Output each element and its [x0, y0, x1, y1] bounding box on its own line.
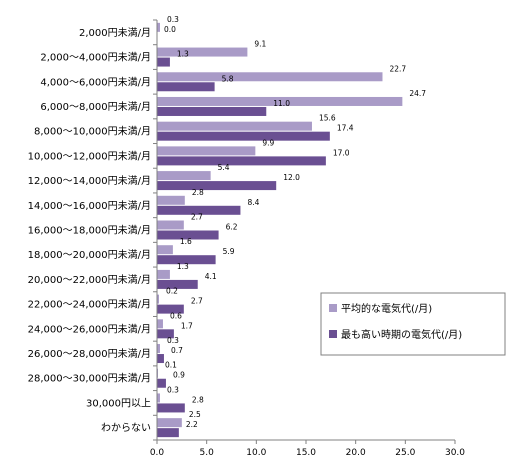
bar-peak: [157, 428, 179, 438]
bar-average: [157, 96, 403, 106]
bar-peak: [157, 304, 184, 314]
data-label-peak: 4.1: [205, 272, 217, 281]
category-label: 20,000～22,000円未満/月: [28, 274, 151, 286]
legend-box: [320, 292, 506, 356]
category-label: 28,000～30,000円未満/月: [28, 373, 151, 385]
data-label-average: 2.5: [189, 410, 201, 419]
data-label-average: 5.4: [218, 163, 230, 172]
legend-swatch-peak: [329, 330, 337, 338]
category-label: 8,000～10,000円未満/月: [34, 126, 151, 138]
data-label-peak: 5.9: [223, 247, 235, 256]
data-label-peak: 12.0: [283, 173, 300, 182]
data-label-average: 9.1: [254, 40, 266, 49]
x-tick-label: 30.0: [445, 448, 465, 458]
bar-average: [157, 22, 160, 32]
data-label-average: 0.3: [167, 15, 179, 24]
bar-peak: [157, 156, 326, 166]
data-label-peak: 5.8: [222, 74, 234, 83]
category-label: 22,000～24,000円未満/月: [28, 299, 151, 311]
bar-peak: [157, 57, 170, 67]
bar-average: [157, 294, 159, 304]
category-label: 14,000～16,000円未満/月: [28, 200, 151, 212]
data-label-average: 0.1: [165, 361, 177, 370]
data-label-peak: 0.9: [173, 371, 185, 380]
data-label-average: 0.3: [167, 336, 179, 345]
data-label-average: 0.2: [166, 287, 178, 296]
bar-peak: [157, 82, 215, 92]
data-label-peak: 2.7: [191, 297, 203, 306]
bar-peak: [157, 354, 164, 364]
category-label: 30,000円以上: [86, 397, 151, 409]
bar-peak: [157, 255, 216, 265]
bar-average: [157, 220, 184, 230]
category-label: 26,000～28,000円未満/月: [28, 348, 151, 360]
bar-peak: [157, 378, 166, 388]
bar-average: [157, 245, 173, 255]
data-label-peak: 17.4: [337, 124, 354, 133]
bar-peak: [157, 329, 174, 339]
x-tick-label: 25.0: [395, 448, 415, 458]
x-tick-label: 15.0: [296, 448, 316, 458]
data-label-average: 1.6: [180, 237, 192, 246]
bar-peak: [157, 205, 241, 215]
bar-peak: [157, 403, 185, 413]
bar-peak: [157, 181, 277, 191]
data-label-average: 2.8: [192, 188, 204, 197]
category-label: 4,000～6,000円未満/月: [40, 76, 151, 88]
bar-average: [157, 121, 312, 131]
category-label: 12,000～14,000円未満/月: [28, 175, 151, 187]
category-label: 2,000円未満/月: [79, 27, 151, 39]
data-label-peak: 17.0: [333, 148, 350, 157]
data-label-peak: 1.7: [181, 321, 193, 330]
data-label-average: 24.7: [409, 89, 426, 98]
data-label-average: 2.7: [191, 213, 203, 222]
x-tick-label: 5.0: [200, 448, 215, 458]
data-label-peak: 11.0: [273, 99, 290, 108]
data-label-peak: 0.7: [171, 346, 183, 355]
data-label-peak: 8.4: [247, 198, 259, 207]
bar-average: [157, 319, 163, 329]
category-label: 10,000～12,000円未満/月: [28, 150, 151, 162]
category-label: 16,000～18,000円未満/月: [28, 225, 151, 237]
data-label-average: 9.9: [262, 138, 274, 147]
data-label-average: 1.3: [177, 262, 189, 271]
data-label-average: 15.6: [319, 114, 336, 123]
bar-average: [157, 72, 383, 82]
bar-average: [157, 146, 256, 156]
bar-average: [157, 418, 182, 428]
bar-average: [157, 269, 170, 279]
data-label-peak: 2.8: [192, 395, 204, 404]
bar-average: [157, 171, 211, 181]
category-label: 24,000～26,000円未満/月: [28, 323, 151, 335]
bar-peak: [157, 279, 198, 289]
bar-peak: [157, 131, 330, 141]
data-label-peak: 6.2: [226, 223, 238, 232]
bar-peak: [157, 106, 267, 116]
bar-peak: [157, 230, 219, 240]
category-label: 6,000～8,000円未満/月: [40, 101, 151, 113]
data-label-peak: 2.2: [186, 420, 198, 429]
data-label-average: 22.7: [389, 64, 406, 73]
data-label-average: 0.6: [170, 311, 182, 320]
bar-average: [157, 47, 248, 57]
data-label-peak: 0.0: [164, 25, 176, 34]
data-label-peak: 1.3: [177, 50, 189, 59]
x-tick-label: 10.0: [246, 448, 266, 458]
category-label: 2,000～4,000円未満/月: [40, 52, 151, 64]
bar-average: [157, 393, 160, 403]
category-label: わからない: [101, 422, 151, 434]
bar-average: [157, 344, 160, 354]
legend-label-average: 平均的な電気代(/月): [341, 302, 432, 315]
legend-label-peak: 最も高い時期の電気代(/月): [341, 328, 462, 341]
x-tick-label: 0.0: [150, 448, 165, 458]
category-label: 18,000～20,000円未満/月: [28, 249, 151, 261]
legend-swatch-average: [329, 304, 337, 312]
data-label-average: 0.3: [167, 385, 179, 394]
bar-average: [157, 195, 185, 205]
x-tick-label: 20.0: [346, 448, 366, 458]
